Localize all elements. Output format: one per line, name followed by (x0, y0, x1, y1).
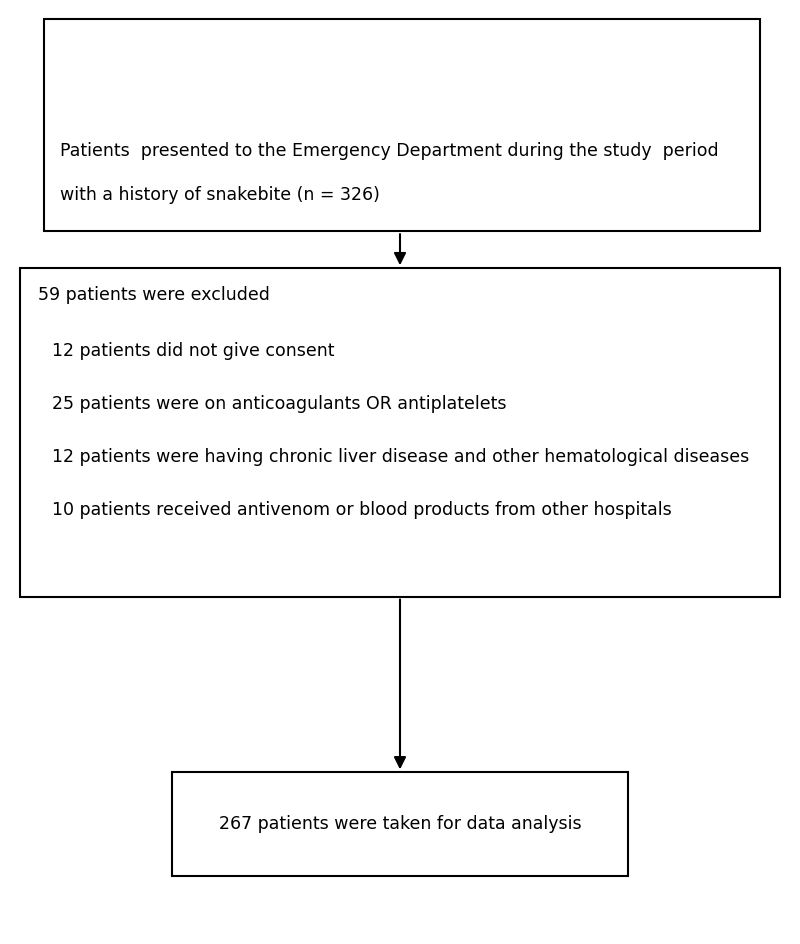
Text: 12 patients were having chronic liver disease and other hematological diseases: 12 patients were having chronic liver di… (52, 447, 750, 466)
FancyBboxPatch shape (20, 268, 780, 597)
Text: 12 patients did not give consent: 12 patients did not give consent (52, 342, 334, 361)
Text: Patients  presented to the Emergency Department during the study  period: Patients presented to the Emergency Depa… (60, 142, 718, 160)
FancyBboxPatch shape (172, 772, 628, 876)
Text: with a history of snakebite (n = 326): with a history of snakebite (n = 326) (60, 186, 380, 205)
Text: 25 patients were on anticoagulants OR antiplatelets: 25 patients were on anticoagulants OR an… (52, 395, 506, 413)
FancyBboxPatch shape (44, 19, 760, 231)
Text: 59 patients were excluded: 59 patients were excluded (38, 285, 270, 304)
Text: 267 patients were taken for data analysis: 267 patients were taken for data analysi… (218, 815, 582, 834)
Text: 10 patients received antivenom or blood products from other hospitals: 10 patients received antivenom or blood … (52, 500, 672, 519)
